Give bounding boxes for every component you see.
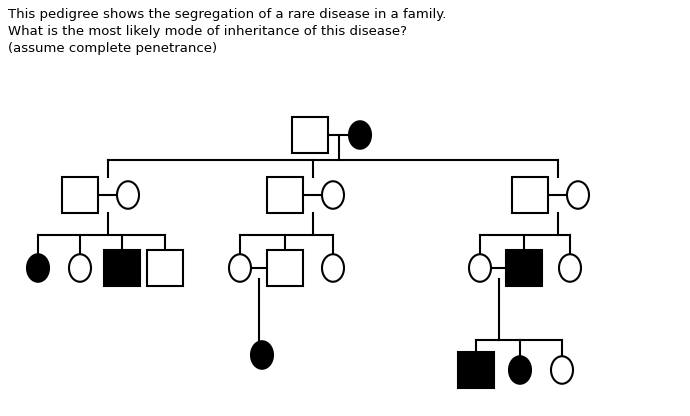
Ellipse shape (559, 254, 581, 282)
Bar (267, 250, 303, 286)
Ellipse shape (349, 121, 371, 149)
Bar (292, 117, 328, 153)
Bar (512, 177, 548, 213)
Ellipse shape (567, 181, 589, 209)
Ellipse shape (551, 356, 573, 384)
Ellipse shape (117, 181, 139, 209)
Ellipse shape (27, 254, 49, 282)
Bar (506, 250, 542, 286)
Ellipse shape (469, 254, 491, 282)
Ellipse shape (69, 254, 91, 282)
Ellipse shape (251, 341, 273, 369)
Ellipse shape (509, 356, 531, 384)
Ellipse shape (322, 254, 344, 282)
Bar (267, 177, 303, 213)
Bar (458, 352, 494, 388)
Bar (62, 177, 98, 213)
Ellipse shape (229, 254, 251, 282)
Bar (104, 250, 140, 286)
Bar (147, 250, 183, 286)
Ellipse shape (322, 181, 344, 209)
Text: This pedigree shows the segregation of a rare disease in a family.
What is the m: This pedigree shows the segregation of a… (8, 8, 446, 55)
